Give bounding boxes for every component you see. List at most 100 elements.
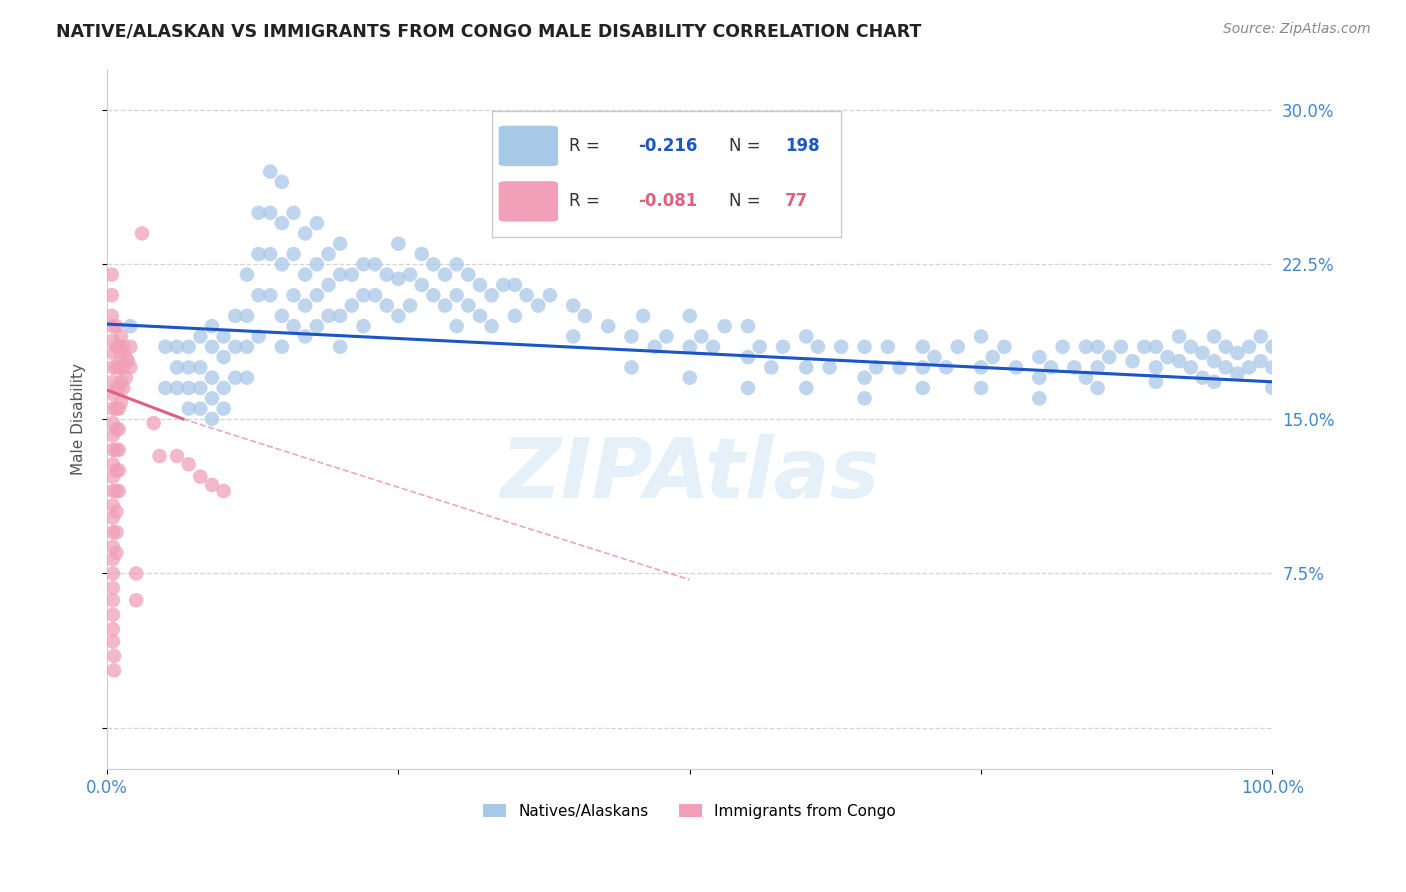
Point	[201, 478, 224, 492]
Point	[101, 360, 124, 375]
Point	[481, 319, 503, 334]
Point	[679, 309, 702, 323]
Point	[105, 381, 128, 395]
Point	[935, 360, 957, 375]
Point	[399, 268, 422, 282]
Point	[1226, 346, 1249, 360]
Point	[620, 329, 643, 343]
Point	[103, 648, 125, 663]
Point	[270, 257, 292, 271]
Point	[1215, 340, 1237, 354]
Point	[166, 381, 188, 395]
Point	[201, 319, 224, 334]
Point	[270, 309, 292, 323]
Point	[422, 288, 444, 302]
Point	[105, 525, 128, 540]
Point	[1237, 360, 1260, 375]
Point	[125, 593, 148, 607]
Point	[120, 360, 142, 375]
Point	[155, 340, 177, 354]
Point	[981, 350, 1004, 364]
Point	[1109, 340, 1132, 354]
Point	[107, 381, 129, 395]
Point	[737, 350, 759, 364]
Point	[101, 401, 124, 416]
Point	[924, 350, 946, 364]
Point	[631, 309, 654, 323]
Point	[411, 277, 433, 292]
Point	[1144, 375, 1167, 389]
Point	[155, 381, 177, 395]
Point	[457, 299, 479, 313]
Point	[201, 340, 224, 354]
Point	[105, 463, 128, 477]
Point	[188, 401, 211, 416]
Point	[110, 350, 132, 364]
Point	[503, 309, 526, 323]
Point	[527, 299, 550, 313]
Point	[457, 268, 479, 282]
Point	[329, 268, 352, 282]
Point	[166, 360, 188, 375]
Point	[101, 442, 124, 457]
Point	[794, 381, 817, 395]
Point	[114, 370, 136, 384]
Point	[112, 360, 135, 375]
Point	[305, 216, 328, 230]
Point	[329, 236, 352, 251]
Point	[562, 299, 585, 313]
Point	[101, 607, 124, 622]
Point	[101, 457, 124, 471]
Point	[1040, 360, 1063, 375]
Point	[236, 268, 259, 282]
Point	[294, 299, 316, 313]
Point	[188, 329, 211, 343]
Point	[794, 329, 817, 343]
Point	[101, 428, 124, 442]
Point	[101, 499, 124, 513]
Point	[294, 329, 316, 343]
Point	[1074, 370, 1097, 384]
Point	[1028, 392, 1050, 406]
Point	[177, 381, 200, 395]
Point	[100, 309, 122, 323]
Point	[1191, 346, 1213, 360]
Point	[101, 525, 124, 540]
Point	[188, 360, 211, 375]
Point	[107, 484, 129, 499]
Point	[1204, 375, 1226, 389]
Point	[411, 247, 433, 261]
Point	[1226, 367, 1249, 381]
Point	[702, 340, 724, 354]
Point	[1215, 360, 1237, 375]
Point	[100, 288, 122, 302]
Point	[224, 370, 246, 384]
Point	[101, 540, 124, 554]
Point	[1133, 340, 1156, 354]
Point	[318, 247, 340, 261]
Point	[690, 329, 713, 343]
Point	[818, 360, 841, 375]
Point	[1087, 360, 1109, 375]
Point	[105, 422, 128, 436]
Point	[1204, 354, 1226, 368]
Point	[101, 552, 124, 566]
Point	[468, 309, 491, 323]
Point	[112, 381, 135, 395]
Point	[105, 340, 128, 354]
Point	[713, 319, 735, 334]
Point	[492, 277, 515, 292]
Point	[101, 484, 124, 499]
Point	[737, 381, 759, 395]
Point	[620, 360, 643, 375]
Point	[224, 340, 246, 354]
Point	[761, 360, 783, 375]
Point	[853, 392, 876, 406]
Point	[212, 484, 235, 499]
Point	[352, 319, 374, 334]
Point	[283, 319, 305, 334]
Point	[503, 277, 526, 292]
Point	[188, 469, 211, 483]
Point	[364, 288, 387, 302]
Point	[993, 340, 1015, 354]
